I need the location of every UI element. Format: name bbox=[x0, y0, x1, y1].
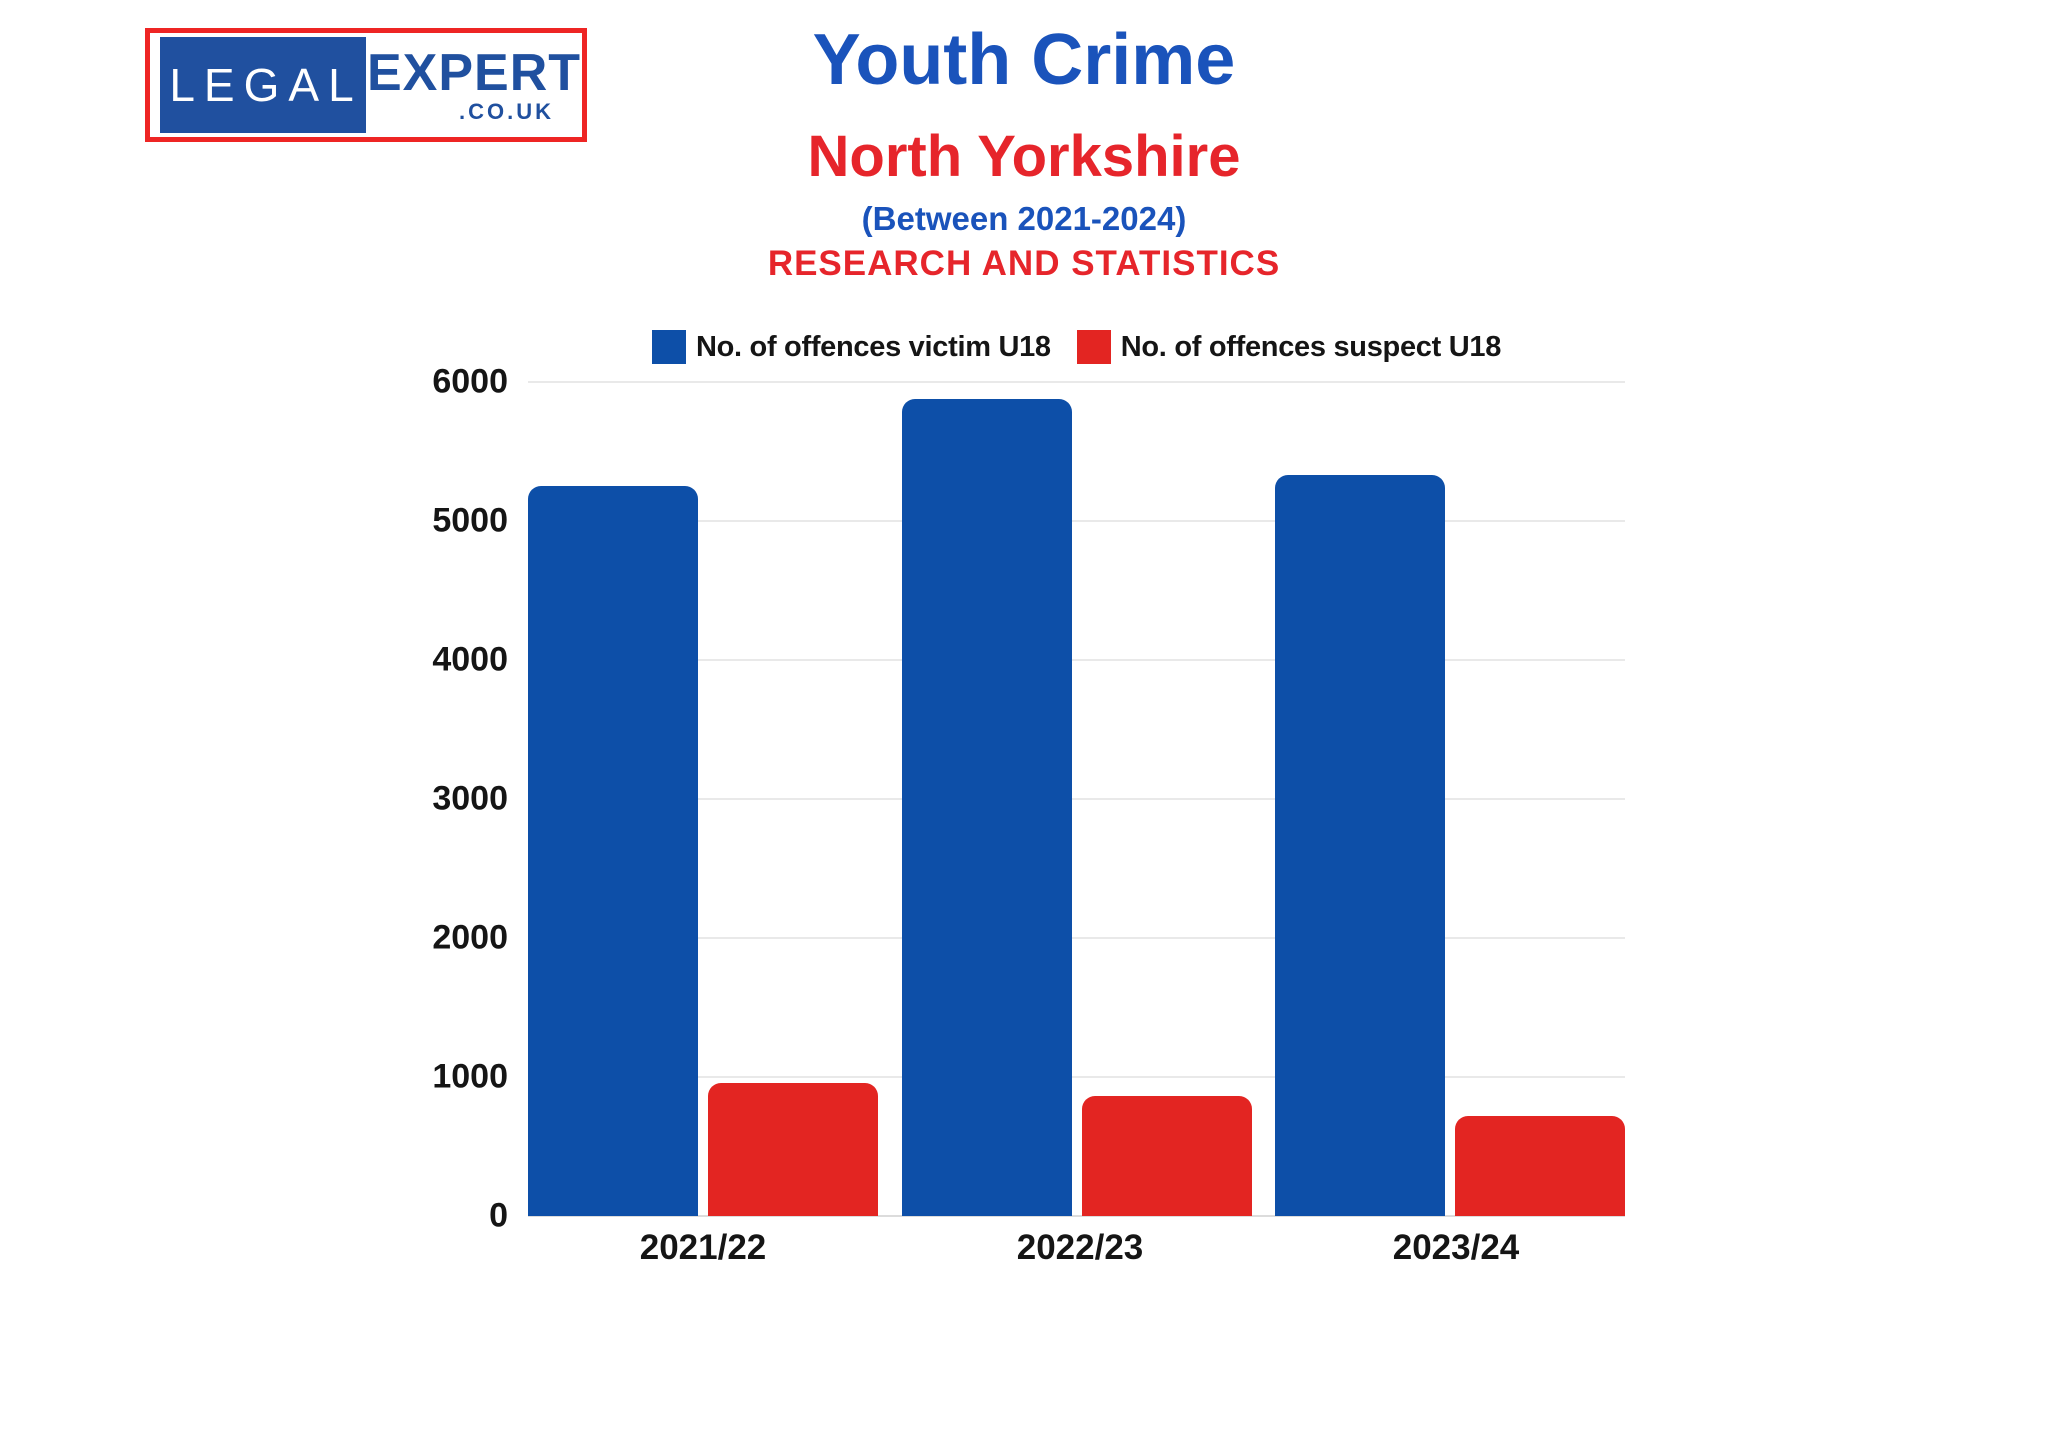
bar-group-2022-23 bbox=[901, 382, 1252, 1216]
gridline-2000 bbox=[528, 937, 1625, 939]
gridline-6000 bbox=[528, 381, 1625, 383]
x-tick-2023-24: 2023/24 bbox=[1392, 1228, 1520, 1267]
gridline-3000 bbox=[528, 798, 1625, 800]
bar-chart-plot bbox=[528, 381, 1625, 1217]
legal-expert-logo: LEGAL EXPERT .CO.UK bbox=[145, 28, 587, 142]
page-subtitle: North Yorkshire bbox=[807, 124, 1241, 189]
logo-word-legal: LEGAL bbox=[169, 59, 363, 111]
y-tick-0: 0 bbox=[489, 1196, 508, 1235]
legend-entry-suspect: No. of offences suspect U18 bbox=[1076, 330, 1502, 364]
bar-victim-2023-24 bbox=[1275, 475, 1445, 1216]
legend-label-victim: No. of offences victim U18 bbox=[695, 330, 1051, 363]
y-tick-4000: 4000 bbox=[432, 640, 508, 679]
bar-group-2021-22 bbox=[528, 382, 878, 1216]
gridline-baseline bbox=[528, 1215, 1625, 1217]
gridline-1000 bbox=[528, 1075, 1625, 1078]
bar-group-2023-24 bbox=[1275, 382, 1625, 1216]
bar-suspect-2021-22 bbox=[708, 1082, 878, 1216]
bar-victim-2022-23 bbox=[901, 398, 1072, 1216]
bar-suspect-2022-23 bbox=[1081, 1096, 1252, 1216]
y-tick-5000: 5000 bbox=[432, 501, 508, 540]
legend-swatch-red bbox=[1076, 330, 1111, 364]
logo-blue-box: LEGAL bbox=[160, 37, 366, 133]
legend-swatch-blue bbox=[651, 330, 686, 364]
legend-entry-victim: No. of offences victim U18 bbox=[651, 330, 1051, 364]
legend-label-suspect: No. of offences suspect U18 bbox=[1120, 330, 1502, 363]
x-tick-2022-23: 2022/23 bbox=[1016, 1228, 1144, 1267]
y-tick-6000: 6000 bbox=[432, 362, 508, 401]
gridline-5000 bbox=[528, 520, 1625, 522]
bar-victim-2021-22 bbox=[528, 486, 698, 1216]
gridline-4000 bbox=[528, 658, 1625, 661]
y-tick-2000: 2000 bbox=[432, 918, 508, 957]
chart-legend: No. of offences victim U18 No. of offenc… bbox=[528, 330, 1625, 364]
y-axis: 6000 5000 4000 3000 2000 1000 0 bbox=[390, 363, 508, 1235]
period-text: (Between 2021-2024) bbox=[861, 200, 1187, 237]
x-axis: 2021/22 2022/23 2023/24 bbox=[528, 1228, 1625, 1278]
logo-word-expert: EXPERT bbox=[366, 44, 582, 102]
bar-suspect-2023-24 bbox=[1455, 1115, 1625, 1216]
logo-right-box: EXPERT .CO.UK bbox=[366, 47, 582, 123]
y-tick-3000: 3000 bbox=[432, 779, 508, 818]
logo-domain-text: .CO.UK bbox=[459, 99, 554, 124]
y-tick-1000: 1000 bbox=[432, 1057, 508, 1096]
tagline-text: RESEARCH AND STATISTICS bbox=[767, 244, 1281, 283]
page-title: Youth Crime bbox=[812, 20, 1236, 100]
x-tick-2021-22: 2021/22 bbox=[639, 1228, 767, 1267]
